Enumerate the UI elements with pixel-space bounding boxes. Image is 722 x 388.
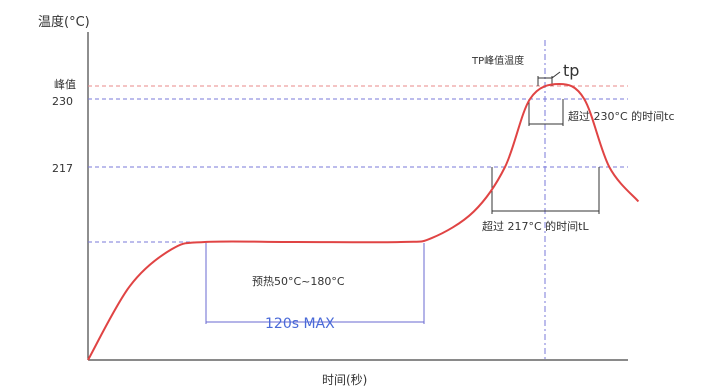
y-axis-label: 温度(°C) — [38, 14, 90, 30]
y-tick-peak: 峰值 — [54, 78, 76, 91]
reflow-profile-curve — [87, 82, 640, 361]
preheat-annotation: 预热50°C~180°C — [252, 275, 345, 288]
tp-annotation: tp — [563, 61, 579, 80]
y-tick-217: 217 — [52, 162, 73, 175]
peak-annotation: TP峰值温度 — [471, 54, 524, 67]
y-tick-230: 230 — [52, 95, 73, 108]
tc-annotation: 超过 230°C 的时间tc — [568, 109, 675, 123]
tl-annotation: 超过 217°C 的时间tL — [482, 219, 589, 233]
x-axis-label: 时间(秒) — [322, 373, 367, 387]
preheat-time-annotation: 120s MAX — [265, 316, 335, 332]
tp-pointer — [551, 71, 561, 79]
